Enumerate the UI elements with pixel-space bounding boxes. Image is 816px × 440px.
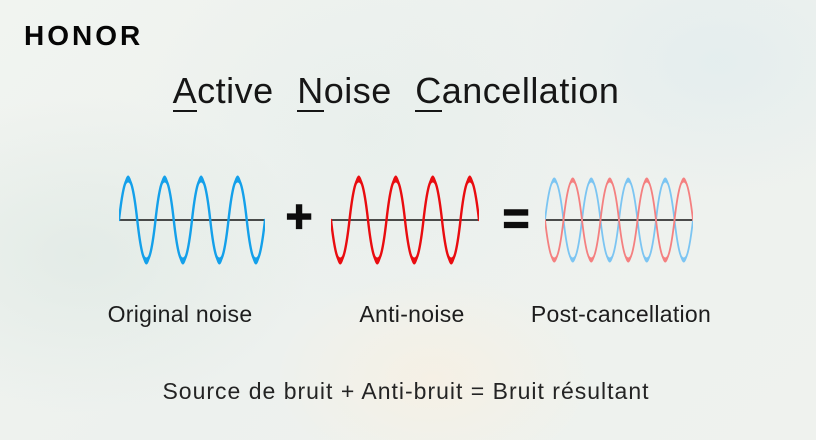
- page-title: Active Noise Cancellation: [0, 70, 792, 112]
- title-initial-n: N: [297, 70, 324, 112]
- anti-noise-waveform: [331, 175, 479, 265]
- title-initial-a: A: [172, 70, 198, 112]
- title-rest-noise: oise: [323, 70, 392, 111]
- title-rest-cancellation: ancellation: [441, 70, 620, 111]
- title-word-active: Active: [172, 70, 274, 112]
- french-equation-caption: Source de bruit + Anti-bruit = Bruit rés…: [162, 378, 650, 404]
- title-word-noise: Noise: [297, 70, 392, 112]
- label-original-noise: Original noise: [107, 301, 253, 327]
- plus-operator: +: [285, 190, 313, 242]
- equals-operator: =: [502, 192, 530, 244]
- label-post-cancellation: Post-cancellation: [530, 301, 712, 327]
- label-anti-noise: Anti-noise: [359, 301, 465, 327]
- title-word-cancellation: Cancellation: [415, 70, 619, 112]
- title-rest-active: ctive: [197, 70, 274, 111]
- post-cancellation-waveform: [545, 177, 693, 263]
- title-initial-c: C: [415, 70, 442, 112]
- original-noise-waveform: [119, 175, 265, 265]
- honor-logo: HONOR: [24, 20, 144, 51]
